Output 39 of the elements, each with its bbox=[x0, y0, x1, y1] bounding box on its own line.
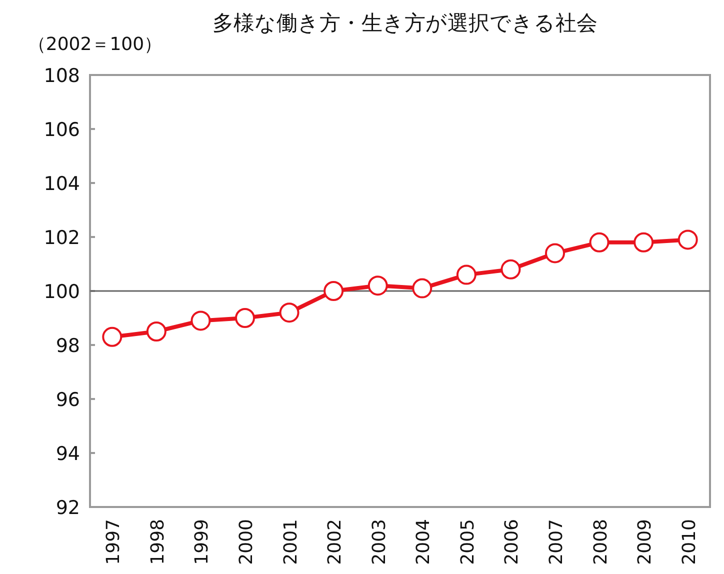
point bbox=[235, 308, 255, 328]
point bbox=[589, 232, 610, 252]
y-tick-label: 98 bbox=[56, 335, 80, 357]
point bbox=[500, 259, 521, 280]
y-axis-title: （2002＝100） bbox=[28, 34, 162, 55]
x-tick-label: 2010 bbox=[678, 519, 700, 565]
x-tick-label: 2007 bbox=[546, 519, 567, 565]
point bbox=[324, 281, 344, 301]
y-tick-label: 92 bbox=[56, 497, 80, 519]
y-tick-label: 102 bbox=[44, 227, 80, 249]
y-tick-label: 104 bbox=[44, 173, 80, 195]
x-tick-label: 2006 bbox=[502, 519, 523, 565]
x-tick-label: 2003 bbox=[368, 519, 390, 565]
point bbox=[190, 310, 211, 331]
x-tick-label: 2001 bbox=[280, 519, 302, 565]
x-tick-label: 2009 bbox=[634, 519, 656, 565]
point bbox=[102, 326, 122, 347]
point bbox=[634, 232, 654, 252]
x-tick-label: 2000 bbox=[236, 519, 257, 565]
y-tick-label: 108 bbox=[44, 65, 80, 87]
x-tick-label: 1998 bbox=[147, 519, 168, 565]
x-tick-label: 2002 bbox=[324, 519, 346, 565]
point bbox=[412, 278, 432, 298]
y-tick-label: 100 bbox=[44, 281, 80, 303]
point bbox=[368, 276, 388, 296]
y-tick-label: 94 bbox=[56, 443, 80, 465]
chart-title: 多様な働き方・生き方が選択できる社会 bbox=[212, 11, 598, 35]
y-tick-label: 106 bbox=[44, 119, 80, 141]
x-tick-label: 1999 bbox=[192, 519, 213, 565]
x-tick-label: 1997 bbox=[103, 519, 124, 565]
x-tick-label: 2005 bbox=[457, 519, 478, 565]
x-tick-label: 2004 bbox=[413, 519, 434, 565]
point bbox=[545, 243, 565, 264]
point bbox=[456, 264, 476, 285]
y-tick-label: 96 bbox=[56, 389, 80, 411]
point bbox=[146, 322, 166, 342]
point bbox=[678, 230, 698, 250]
x-tick-label: 2008 bbox=[590, 519, 612, 565]
point bbox=[279, 302, 300, 323]
